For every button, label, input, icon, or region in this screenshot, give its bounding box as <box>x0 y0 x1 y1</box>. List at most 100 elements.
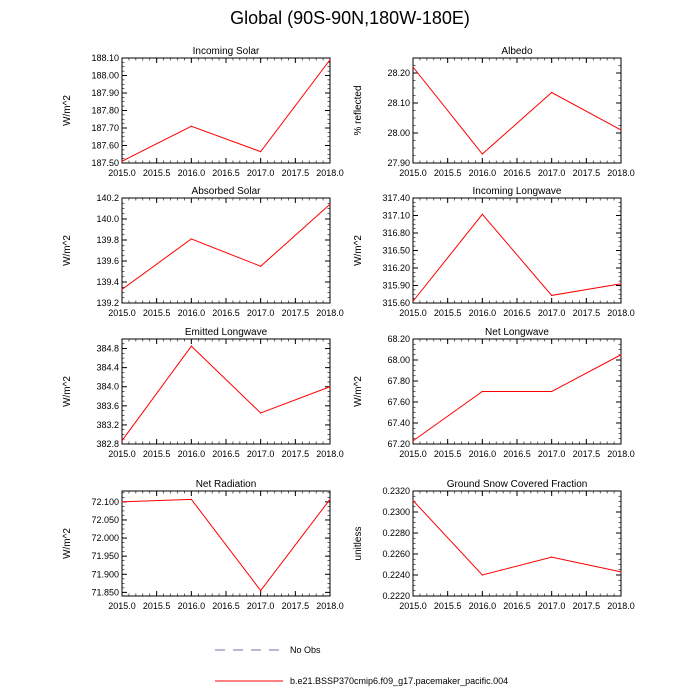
x-tick-label: 2017.5 <box>573 168 601 178</box>
x-tick-label: 2015.5 <box>434 449 462 459</box>
y-tick-label: 68.20 <box>387 334 410 344</box>
data-point <box>121 440 123 442</box>
y-tick-label: 67.20 <box>387 439 410 449</box>
y-tick-label: 317.40 <box>382 193 410 203</box>
data-point <box>551 556 553 558</box>
x-tick-label: 2017.0 <box>247 601 275 611</box>
y-tick-label: 72.000 <box>91 533 119 543</box>
x-tick-label: 2016.0 <box>178 308 206 318</box>
x-tick-label: 2017.5 <box>282 449 310 459</box>
x-tick-label: 2016.0 <box>469 449 497 459</box>
panel-3: Incoming Longwave W/m^2 2015.0 2015.5 2016.0… <box>353 186 635 318</box>
y-tick-label: 139.2 <box>96 298 119 308</box>
y-axis-label: W/m^2 <box>353 376 364 407</box>
x-tick-label: 2016.0 <box>178 601 206 611</box>
panel-title: Net Longwave <box>485 327 549 338</box>
data-point <box>481 390 483 393</box>
x-tick-label: 2016.5 <box>503 449 531 459</box>
x-tick-label: 2016.5 <box>503 601 531 611</box>
y-tick-label: 27.90 <box>387 158 410 168</box>
panel-title: Albedo <box>501 46 533 57</box>
y-tick-label: 140.2 <box>96 193 119 203</box>
y-axis-label: unitless <box>353 527 364 561</box>
x-tick-label: 2015.5 <box>143 308 171 318</box>
x-tick-label: 2017.5 <box>282 308 310 318</box>
x-tick-label: 2017.0 <box>247 449 275 459</box>
data-point <box>412 499 414 502</box>
data-point <box>481 213 483 215</box>
y-tick-label: 187.70 <box>91 123 119 133</box>
x-tick-label: 2016.5 <box>212 308 240 318</box>
plot-frame <box>121 338 331 445</box>
y-tick-label: 384.4 <box>96 363 119 373</box>
data-point <box>190 125 192 127</box>
x-tick-label: 2015.0 <box>108 308 136 318</box>
data-point <box>190 238 192 240</box>
x-tick-label: 2018.0 <box>607 601 635 611</box>
panel-4: Emitted Longwave W/m^2 2015.0 2015.5 2016.0 2… <box>62 327 344 459</box>
x-tick-label: 2017.0 <box>247 308 275 318</box>
panel-2: Absorbed Solar W/m^2 2015.0 2015.5 2016.0 201… <box>62 186 344 318</box>
series-line <box>412 66 622 155</box>
plot-frame <box>412 338 622 445</box>
panel-title: Absorbed Solar <box>192 186 262 197</box>
panel-5: Net Longwave W/m^2 2015.0 2015.5 2016.0 2016.… <box>353 327 635 459</box>
y-tick-label: 139.8 <box>96 235 119 245</box>
data-point <box>260 265 262 267</box>
x-tick-label: 2016.0 <box>469 601 497 611</box>
y-axis-label: W/m^2 <box>62 95 73 126</box>
y-tick-label: 382.8 <box>96 439 119 449</box>
data-point <box>121 501 123 503</box>
data-point <box>121 288 123 290</box>
panel-6: Net Radiation W/m^2 2015.0 2015.5 2016.0 2016… <box>62 479 344 611</box>
y-tick-label: 0.2280 <box>382 528 410 538</box>
x-tick-label: 2015.0 <box>399 449 427 459</box>
x-tick-label: 2015.0 <box>399 308 427 318</box>
y-tick-label: 0.2260 <box>382 549 410 559</box>
data-point <box>412 440 414 442</box>
data-point <box>412 300 414 302</box>
data-point <box>121 160 123 162</box>
y-tick-label: 71.950 <box>91 551 119 561</box>
x-tick-label: 2015.5 <box>434 168 462 178</box>
panel-title: Ground Snow Covered Fraction <box>447 479 588 490</box>
y-tick-label: 384.0 <box>96 382 119 392</box>
x-tick-label: 2018.0 <box>316 308 344 318</box>
data-point <box>260 412 262 414</box>
plot-frame <box>121 57 331 164</box>
y-tick-label: 72.100 <box>91 497 119 507</box>
x-tick-label: 2018.0 <box>607 168 635 178</box>
data-point <box>620 283 622 285</box>
panel-title: Incoming Solar <box>193 46 260 57</box>
x-tick-label: 2016.0 <box>178 449 206 459</box>
y-tick-label: 0.2240 <box>382 570 410 580</box>
series-line <box>412 213 622 302</box>
y-tick-label: 71.850 <box>91 587 119 597</box>
y-tick-label: 187.90 <box>91 88 119 98</box>
x-tick-label: 2017.5 <box>573 449 601 459</box>
series-line <box>121 345 331 441</box>
data-point <box>329 498 331 500</box>
y-tick-label: 28.20 <box>387 68 410 78</box>
plot-frame <box>412 57 622 164</box>
data-point <box>620 129 622 131</box>
y-tick-label: 187.60 <box>91 141 119 151</box>
x-tick-label: 2015.0 <box>108 449 136 459</box>
y-tick-label: 317.10 <box>382 211 410 221</box>
y-tick-label: 67.80 <box>387 376 410 386</box>
plot-frame <box>412 490 622 597</box>
y-tick-label: 0.2320 <box>382 486 410 496</box>
series-line <box>121 498 331 592</box>
data-point <box>481 574 483 576</box>
series-line <box>412 354 622 442</box>
x-tick-label: 2015.5 <box>434 308 462 318</box>
y-tick-label: 188.00 <box>91 71 119 81</box>
data-point <box>190 498 192 500</box>
x-tick-label: 2015.5 <box>434 601 462 611</box>
x-tick-label: 2015.0 <box>108 168 136 178</box>
y-tick-label: 72.050 <box>91 515 119 525</box>
y-tick-label: 140.0 <box>96 214 119 224</box>
x-tick-label: 2016.5 <box>212 449 240 459</box>
x-tick-label: 2016.5 <box>503 168 531 178</box>
panel-1: Albedo % reflected 2015.0 2015.5 2016.0 2016.… <box>353 46 635 178</box>
